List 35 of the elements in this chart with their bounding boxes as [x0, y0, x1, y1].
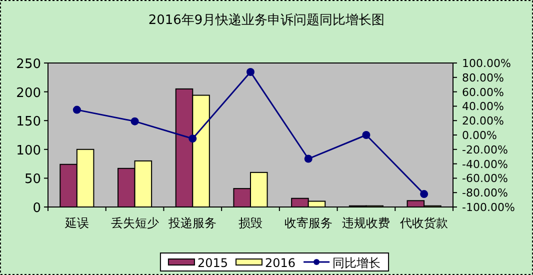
point: [420, 190, 428, 198]
y2-tick-label: 0.00%: [462, 129, 497, 142]
y-tick-label: 150: [16, 114, 41, 130]
legend-label: 2015: [197, 256, 228, 270]
y-tick-label: 200: [16, 86, 41, 101]
x-tick-label: 代收货款: [399, 216, 448, 230]
y-tick-label: 100: [16, 143, 41, 158]
legend-label: 同比增长: [332, 256, 381, 270]
x-tick-label: 违规收费: [342, 216, 390, 230]
y2-tick-label: 100.00%: [462, 57, 511, 70]
y2-tick-label: 80.00%: [462, 71, 504, 84]
point: [246, 68, 254, 76]
y-tick-label: 250: [16, 57, 41, 72]
point: [72, 106, 81, 114]
legend-label: 2016: [265, 256, 296, 270]
y-tick-label: 50: [24, 172, 41, 188]
x-tick-label: 收寄服务: [284, 216, 332, 230]
point: [304, 154, 312, 163]
point: [362, 131, 370, 139]
y2-tick-label: 60.00%: [462, 86, 504, 99]
point: [130, 117, 139, 126]
y-tick-label: 0: [32, 201, 41, 216]
y2-tick-label: -100.00%: [462, 201, 515, 214]
x-tick-label: 丢失短少: [110, 216, 159, 230]
point: [188, 134, 197, 143]
x-tick-label: 投递服务: [168, 216, 217, 230]
y2-tick-label: -20.00%: [462, 143, 508, 156]
y2-tick-label: 20.00%: [462, 114, 504, 128]
y2-tick-label: -80.00%: [462, 186, 508, 200]
y2-tick-label: -60.00%: [462, 172, 508, 186]
chart-title: 2016年9月快递业务申诉问题同比增长图: [148, 13, 385, 28]
y2-tick-label: 40.00%: [462, 100, 504, 114]
y2-tick-label: -40.00%: [462, 158, 508, 171]
x-tick-label: 延误: [64, 216, 89, 230]
x-tick-label: 损毁: [238, 216, 262, 230]
